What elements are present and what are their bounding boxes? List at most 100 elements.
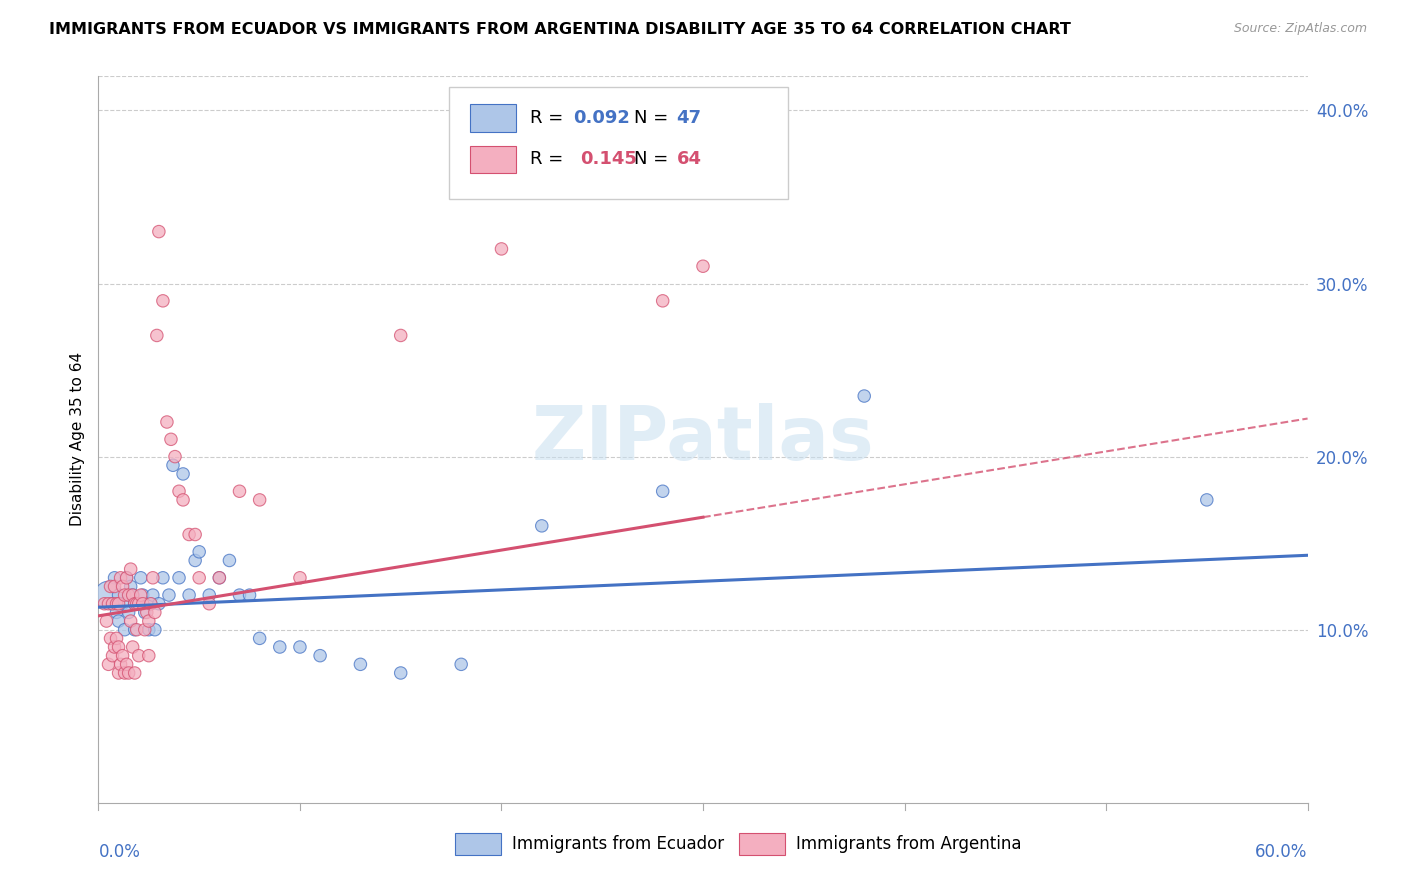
Text: R =: R = <box>530 109 569 127</box>
Point <box>124 597 146 611</box>
Point <box>389 328 412 343</box>
Point <box>172 492 194 507</box>
Point <box>208 571 231 585</box>
Point <box>115 657 138 672</box>
Point <box>103 640 125 654</box>
Point <box>135 606 157 620</box>
Point <box>105 606 128 620</box>
Point <box>228 484 250 499</box>
Point <box>167 484 190 499</box>
Point <box>105 632 128 646</box>
Point <box>156 415 179 429</box>
Point <box>157 588 180 602</box>
Point <box>100 632 122 646</box>
Point <box>124 665 146 680</box>
Point <box>651 293 673 308</box>
Point <box>239 588 262 602</box>
Point <box>138 623 160 637</box>
Point <box>288 571 311 585</box>
Point <box>111 648 134 663</box>
Point <box>107 588 129 602</box>
Point <box>162 458 184 473</box>
Point <box>249 492 271 507</box>
Point <box>125 623 148 637</box>
Point <box>125 597 148 611</box>
Point <box>148 597 170 611</box>
Text: Immigrants from Argentina: Immigrants from Argentina <box>796 835 1022 854</box>
Point <box>129 588 152 602</box>
Point <box>184 553 207 567</box>
Point <box>139 597 162 611</box>
FancyBboxPatch shape <box>456 833 501 855</box>
Text: Source: ZipAtlas.com: Source: ZipAtlas.com <box>1233 22 1367 36</box>
Point <box>651 484 673 499</box>
Text: IMMIGRANTS FROM ECUADOR VS IMMIGRANTS FROM ARGENTINA DISABILITY AGE 35 TO 64 COR: IMMIGRANTS FROM ECUADOR VS IMMIGRANTS FR… <box>49 22 1071 37</box>
Point <box>450 657 472 672</box>
Point <box>491 242 513 256</box>
Point <box>97 597 120 611</box>
Point <box>134 606 156 620</box>
Point <box>198 597 221 611</box>
Point <box>163 450 186 464</box>
Point <box>103 579 125 593</box>
Point <box>208 571 231 585</box>
Point <box>97 588 120 602</box>
Point <box>309 648 332 663</box>
FancyBboxPatch shape <box>470 104 516 132</box>
Text: 64: 64 <box>676 151 702 169</box>
Point <box>132 597 155 611</box>
Point <box>111 579 134 593</box>
Point <box>179 527 201 541</box>
Point <box>143 623 166 637</box>
Point <box>188 571 211 585</box>
Point <box>115 571 138 585</box>
Point <box>101 597 124 611</box>
Point <box>143 606 166 620</box>
Point <box>249 632 271 646</box>
Point <box>139 597 162 611</box>
Point <box>132 588 155 602</box>
Point <box>101 597 124 611</box>
Point <box>228 588 250 602</box>
Point <box>179 588 201 602</box>
Point <box>107 640 129 654</box>
Point <box>148 225 170 239</box>
Point <box>152 293 174 308</box>
Point <box>853 389 876 403</box>
FancyBboxPatch shape <box>470 145 516 173</box>
Point <box>146 328 169 343</box>
Point <box>121 588 143 602</box>
Point <box>115 571 138 585</box>
Point <box>160 432 183 446</box>
Point <box>124 623 146 637</box>
Point <box>103 571 125 585</box>
Point <box>107 614 129 628</box>
Point <box>218 553 240 567</box>
Point <box>120 614 142 628</box>
Point <box>172 467 194 481</box>
Text: 0.145: 0.145 <box>579 151 637 169</box>
Point <box>107 597 129 611</box>
Point <box>120 579 142 593</box>
Point <box>105 597 128 611</box>
Point <box>111 597 134 611</box>
Point <box>118 665 141 680</box>
Point <box>152 571 174 585</box>
Point <box>138 614 160 628</box>
Point <box>138 648 160 663</box>
Point <box>269 640 291 654</box>
Point <box>198 588 221 602</box>
Text: ZIPatlas: ZIPatlas <box>531 403 875 475</box>
Point <box>142 571 165 585</box>
Point <box>118 588 141 602</box>
Point <box>96 614 118 628</box>
Point <box>121 640 143 654</box>
Point <box>97 657 120 672</box>
Point <box>692 259 714 273</box>
Point <box>114 623 136 637</box>
Point <box>188 545 211 559</box>
Text: N =: N = <box>634 109 673 127</box>
Point <box>128 597 150 611</box>
Point <box>142 588 165 602</box>
Point <box>114 588 136 602</box>
